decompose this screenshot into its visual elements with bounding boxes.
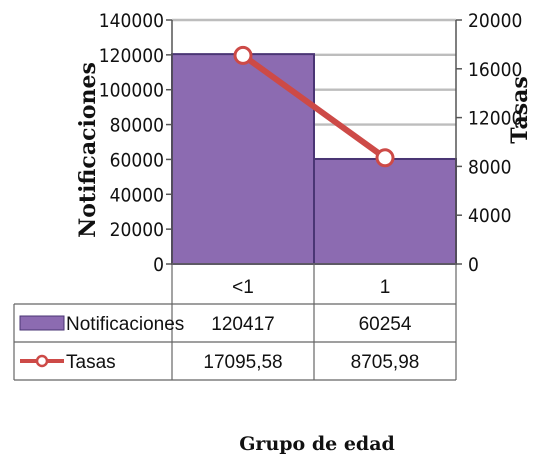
table-value: 8705,98 xyxy=(351,352,420,373)
y2-tick-label: 16000 xyxy=(468,59,522,81)
data-table: <1 1 Notificaciones 120417 60254 Tasas 17095,5… xyxy=(13,263,457,381)
y2-tick-label: 20000 xyxy=(468,10,522,32)
legend-swatch-marker xyxy=(35,354,49,368)
bar xyxy=(171,53,315,265)
y-tick-label: 60000 xyxy=(110,149,164,171)
x-axis-title: Grupo de edad xyxy=(239,433,395,455)
y-tick-label: 80000 xyxy=(110,115,164,137)
table-value: 120417 xyxy=(211,314,274,335)
y2-tick-label: 8000 xyxy=(468,156,512,178)
line-point xyxy=(233,45,253,65)
table-value: 17095,58 xyxy=(203,352,282,373)
y2-tick-label: 0 xyxy=(468,254,479,276)
line-series xyxy=(233,45,395,168)
bar-series xyxy=(171,53,457,265)
y-tick-label: 100000 xyxy=(99,80,164,102)
y-tick-label: 0 xyxy=(153,254,164,276)
table-value: 60254 xyxy=(359,314,412,335)
legend-series-name: Notificaciones xyxy=(66,314,184,335)
bar xyxy=(313,157,457,265)
y-tick-label: 40000 xyxy=(110,184,164,206)
line-point xyxy=(375,148,395,168)
y2-axis-title: Tasas xyxy=(507,76,533,144)
legend-series-name: Tasas xyxy=(66,352,116,373)
y2-tick-label: 4000 xyxy=(468,205,512,227)
category-label: 1 xyxy=(380,277,391,298)
y-tick-label: 120000 xyxy=(99,45,164,67)
y-tick-label: 20000 xyxy=(110,219,164,241)
y2-tick-label: 12000 xyxy=(468,108,522,130)
axes: 0 20000 40000 60000 80000 100000 120000 140000 0… xyxy=(99,10,523,276)
y-tick-label: 140000 xyxy=(99,10,164,32)
category-label: <1 xyxy=(232,277,254,298)
y-axis-title: Notificaciones xyxy=(75,62,101,238)
legend-swatch-bar xyxy=(19,315,65,331)
series-line xyxy=(240,52,388,161)
